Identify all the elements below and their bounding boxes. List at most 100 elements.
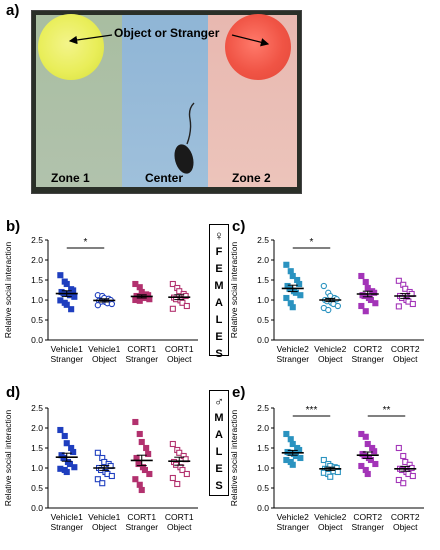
x-tick-label: CORT2 — [353, 344, 382, 354]
x-tick-label: CORT2 — [391, 512, 420, 522]
x-tick-label: Stranger — [125, 522, 158, 532]
data-point — [289, 272, 296, 280]
data-point — [94, 476, 101, 483]
females-letter: S — [215, 348, 223, 360]
data-point — [289, 304, 296, 311]
data-point — [145, 450, 152, 458]
data-point — [141, 466, 148, 474]
x-tick-label: CORT1 — [127, 344, 156, 354]
females-letter: F — [215, 246, 223, 258]
data-point — [135, 460, 142, 468]
data-point — [358, 272, 365, 280]
females-symbol: ♀ — [214, 228, 224, 243]
data-point — [289, 461, 296, 468]
data-point — [179, 299, 186, 306]
data-point — [63, 301, 70, 308]
center-region — [122, 15, 208, 187]
y-tick-label: 2.5 — [257, 403, 269, 413]
y-tick-label: 2.0 — [257, 423, 269, 433]
mouse-figure — [174, 102, 195, 174]
y-tick-label: 0.5 — [257, 483, 269, 493]
significance-label: ** — [383, 405, 391, 416]
social-interaction-arena-photo: Object or Stranger Zone 1 Center Zone 2 — [31, 10, 302, 194]
data-point — [57, 426, 64, 434]
x-tick-label: Vehicle1 — [51, 512, 83, 522]
y-tick-label: 2.0 — [31, 423, 43, 433]
panel-c-letter: c) — [232, 218, 246, 235]
data-point — [395, 444, 402, 452]
data-point — [182, 292, 189, 300]
y-tick-label: 1.0 — [31, 295, 43, 305]
data-point — [371, 289, 378, 296]
data-point — [136, 297, 143, 304]
data-point — [63, 468, 70, 476]
chart-e: Relative social interaction 0.0 0.5 1.0 1.5 2… — [229, 403, 424, 532]
females-letter: L — [215, 314, 223, 326]
data-point — [132, 476, 139, 483]
y-axis-label: Relative social interaction — [229, 242, 239, 339]
males-letter: S — [215, 480, 223, 492]
significance-label: * — [310, 237, 314, 248]
x-tick-label: Vehicle1 — [88, 512, 120, 522]
data-point — [400, 452, 407, 460]
panel-e-letter: e) — [232, 384, 246, 401]
x-tick-label: Object — [318, 354, 343, 364]
data-point — [179, 466, 186, 474]
y-tick-label: 0.0 — [257, 335, 269, 345]
left-cup — [38, 14, 104, 80]
data-point — [367, 296, 374, 304]
data-point — [108, 472, 115, 480]
data-point — [71, 293, 78, 300]
data-point — [138, 438, 145, 446]
x-tick-label: Object — [167, 522, 192, 532]
data-point — [402, 285, 409, 292]
y-tick-label: 1.5 — [31, 443, 43, 453]
data-point — [57, 272, 64, 279]
data-point — [362, 278, 369, 286]
significance-label: * — [84, 237, 88, 248]
data-point — [174, 480, 181, 488]
y-tick-label: 0.0 — [257, 503, 269, 513]
data-point — [132, 418, 139, 426]
data-point — [400, 480, 407, 487]
data-point — [297, 292, 304, 299]
x-tick-label: Stranger — [50, 354, 83, 364]
y-tick-label: 1.5 — [31, 275, 43, 285]
data-point — [358, 302, 365, 310]
x-tick-label: Object — [318, 522, 343, 532]
y-tick-label: 1.0 — [31, 463, 43, 473]
x-tick-label: Vehicle2 — [277, 344, 309, 354]
data-point — [138, 486, 145, 494]
data-point — [334, 302, 341, 310]
chart-c: Relative social interaction 0.0 0.5 1.0 1.5 2… — [229, 235, 424, 364]
data-point — [409, 300, 416, 308]
data-point — [136, 481, 143, 488]
data-point — [63, 440, 70, 447]
data-point — [395, 277, 402, 284]
x-tick-label: CORT1 — [165, 344, 194, 354]
data-point — [327, 473, 334, 480]
data-point — [169, 280, 176, 288]
data-point — [362, 433, 369, 440]
y-tick-label: 0.5 — [31, 483, 43, 493]
males-letter: A — [215, 429, 223, 441]
data-point — [372, 460, 379, 468]
data-point — [136, 430, 143, 438]
x-tick-label: Object — [393, 522, 418, 532]
data-point — [283, 430, 290, 438]
x-tick-label: Stranger — [351, 354, 384, 364]
x-tick-label: Stranger — [276, 522, 309, 532]
data-point — [99, 480, 106, 487]
males-letter: L — [215, 446, 223, 458]
y-axis-label: Relative social interaction — [229, 410, 239, 507]
data-point — [283, 261, 290, 268]
y-tick-label: 0.5 — [257, 315, 269, 325]
data-point — [108, 300, 115, 308]
x-tick-label: CORT2 — [353, 512, 382, 522]
x-tick-label: CORT1 — [127, 512, 156, 522]
males-symbol: ♂ — [214, 394, 224, 409]
data-point — [63, 280, 70, 288]
y-tick-label: 1.5 — [257, 443, 269, 453]
data-point — [183, 302, 190, 310]
y-tick-label: 2.5 — [31, 235, 43, 245]
